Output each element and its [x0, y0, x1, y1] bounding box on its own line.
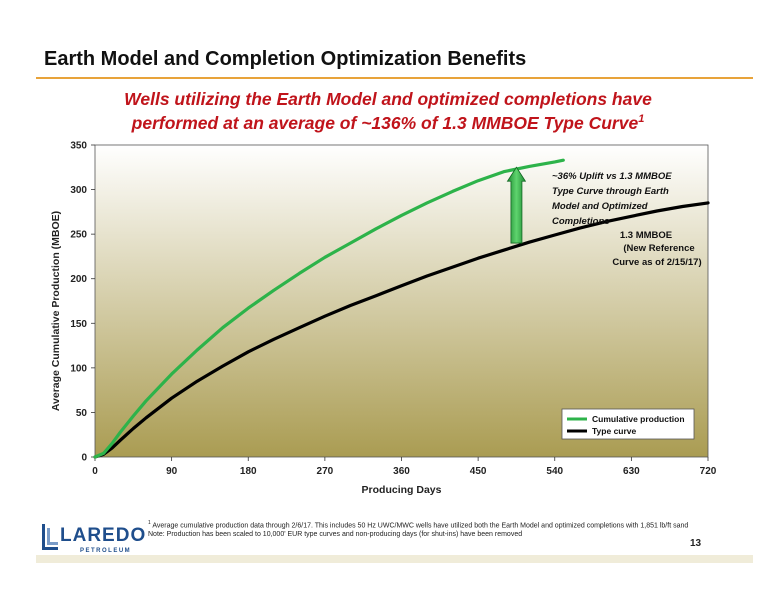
x-tick-label-7: 630: [623, 466, 640, 477]
footnote-2: Note: Production has been scaled to 10,0…: [148, 531, 523, 539]
type-curve-annotation-line-1: (New Reference: [623, 243, 694, 254]
x-tick-label-4: 360: [393, 466, 410, 477]
page-number: 13: [690, 538, 702, 549]
footnote-1-marker: 1: [148, 520, 151, 526]
uplift-annotation: ~36% Uplift vs 1.3 MMBOE Type Curve throu…: [552, 171, 672, 227]
y-tick-label-7: 350: [70, 141, 87, 152]
type-curve-annotation: 1.3 MMBOE (New Reference Curve as of 2/15/…: [612, 230, 701, 268]
y-tick-label-6: 300: [70, 185, 87, 196]
slide-title: Earth Model and Completion Optimization …: [44, 48, 527, 70]
company-logo: LAREDO PETROLEUM: [36, 516, 145, 558]
y-tick-label-1: 50: [76, 408, 88, 419]
x-tick-label-2: 180: [240, 466, 257, 477]
title-rule: [36, 77, 753, 79]
logo-mark-icon: [42, 524, 58, 550]
subtitle-footnote-marker: 1: [638, 113, 645, 126]
type-curve-annotation-line-0: 1.3 MMBOE: [620, 230, 672, 241]
x-tick-label-8: 720: [700, 466, 717, 477]
y-tick-label-0: 0: [81, 453, 87, 464]
subtitle-line-1: Wells utilizing the Earth Model and opti…: [0, 89, 776, 110]
y-tick-label-2: 100: [70, 363, 87, 374]
logo-subtext: PETROLEUM: [80, 548, 132, 554]
uplift-annotation-line-1: Type Curve through Earth: [552, 186, 669, 197]
subtitle-line-2-text: performed at an average of ~136% of 1.3 …: [131, 113, 639, 133]
logo-wordmark: LAREDO: [60, 525, 147, 546]
y-tick-label-5: 250: [70, 230, 87, 241]
subtitle-line-2: performed at an average of ~136% of 1.3 …: [0, 113, 776, 134]
uplift-annotation-line-2: Model and Optimized: [552, 201, 648, 212]
subtitle-line-1-text: Wells utilizing the Earth Model and opti…: [124, 89, 652, 109]
legend-box: [561, 408, 695, 440]
footnote-1-text: Average cumulative production data throu…: [152, 522, 689, 530]
legend-label-0: Cumulative production: [592, 414, 685, 424]
uplift-annotation-line-3: Completions: [552, 216, 610, 227]
footnote-1: 1 Average cumulative production data thr…: [148, 519, 708, 530]
uplift-annotation-line-0: ~36% Uplift vs 1.3 MMBOE: [552, 171, 672, 182]
y-tick-label-3: 150: [70, 319, 87, 330]
x-tick-label-1: 90: [166, 466, 178, 477]
x-tick-label-0: 0: [92, 466, 98, 477]
series-line-1: [93, 201, 710, 459]
x-tick-label-3: 270: [317, 466, 334, 477]
uplift-arrow: [506, 166, 527, 244]
y-tick-label-4: 200: [70, 274, 87, 285]
x-tick-label-6: 540: [546, 466, 563, 477]
plot-area: [94, 144, 709, 458]
legend-label-1: Type curve: [592, 426, 637, 436]
footnotes: 1 Average cumulative production data thr…: [148, 519, 708, 539]
y-axis-label: Average Cumulative Production (MBOE): [50, 211, 62, 411]
x-tick-label-5: 450: [470, 466, 487, 477]
type-curve-annotation-line-2: Curve as of 2/15/17): [612, 257, 701, 268]
x-axis-label: Producing Days: [362, 484, 442, 496]
footer-band: [36, 555, 753, 563]
series-line-0: [93, 158, 565, 459]
